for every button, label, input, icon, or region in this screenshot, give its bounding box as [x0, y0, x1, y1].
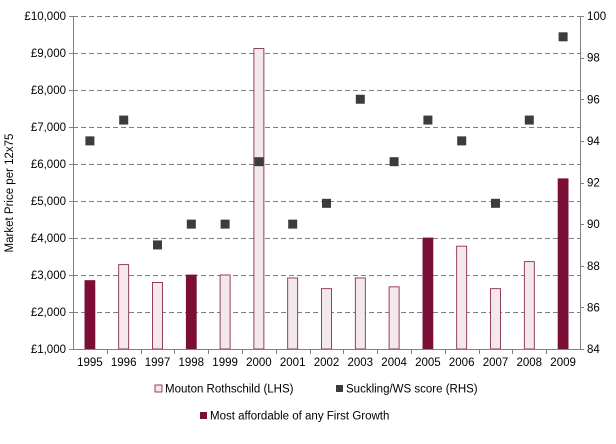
x-tick-label: 1995 — [77, 357, 103, 369]
y-left-tick-label: £4,000 — [31, 233, 66, 245]
score-marker — [186, 219, 196, 229]
price-bar — [253, 48, 265, 350]
x-tick-label: 2004 — [381, 357, 407, 369]
tick-labels: £1,000 £2,000 £3,000 £4,000 £5,000 £6,000 £7,0… — [24, 11, 606, 369]
y-left-tick-label: £1,000 — [31, 344, 66, 356]
price-bar — [321, 288, 332, 350]
y-right-tick-label: 90 — [587, 219, 600, 231]
x-tick-label: 1996 — [111, 357, 137, 369]
score-marker — [457, 136, 467, 146]
x-tick-label: 2003 — [348, 357, 374, 369]
x-tick-label: 2006 — [449, 357, 475, 369]
y-left-tick-label: £9,000 — [31, 48, 66, 60]
legend-swatch-highlight — [200, 412, 207, 419]
y-left-tick-label: £3,000 — [31, 270, 66, 282]
score-marker — [389, 157, 399, 167]
y-left-tick-label: £5,000 — [31, 196, 66, 208]
bars — [84, 48, 569, 350]
y-right-tick-label: 100 — [587, 11, 606, 23]
score-marker — [254, 157, 264, 167]
score-marker — [524, 115, 534, 125]
highlighted-bar — [84, 280, 96, 350]
x-tick-label: 1999 — [212, 357, 238, 369]
x-tick-label: 2002 — [314, 357, 340, 369]
price-bar — [152, 281, 163, 350]
score-marker — [355, 94, 365, 104]
score-marker — [220, 219, 230, 229]
highlighted-bar — [185, 274, 197, 350]
highlighted-bar — [557, 178, 569, 350]
y-right-tick-label: 94 — [587, 136, 600, 148]
y-left-tick-label: £6,000 — [31, 159, 66, 171]
legend-label-highlight: Most affordable of any First Growth — [210, 411, 389, 423]
y-right-tick-label: 96 — [587, 94, 600, 106]
price-bar — [118, 264, 130, 350]
x-tick-label: 1997 — [145, 357, 171, 369]
y-right-tick-label: 92 — [587, 178, 600, 190]
y-left-tick-label: £2,000 — [31, 307, 66, 319]
x-tick-label: 2009 — [550, 357, 576, 369]
price-bar — [388, 286, 400, 350]
y-left-tick-label: £10,000 — [24, 11, 66, 23]
price-bar — [354, 277, 366, 350]
legend-label-price: Mouton Rothschild (LHS) — [165, 384, 294, 396]
highlighted-bar — [422, 237, 434, 350]
score-marker — [119, 115, 129, 125]
price-bar — [219, 274, 231, 350]
score-marker — [288, 219, 298, 229]
y-left-tick-label: £8,000 — [31, 85, 66, 97]
price-bar — [490, 288, 501, 350]
price-bar — [523, 261, 535, 350]
axes — [69, 16, 584, 354]
y-axis-title: Market Price per 12x75 — [4, 134, 16, 253]
y-right-tick-label: 86 — [587, 302, 600, 314]
score-marker — [558, 32, 568, 42]
score-marker — [153, 240, 162, 250]
legend: Mouton Rothschild (LHS) Suckling/WS score… — [154, 384, 478, 423]
gridlines — [73, 16, 580, 313]
legend-label-score: Suckling/WS score (RHS) — [346, 384, 478, 396]
x-tick-label: 1998 — [179, 357, 205, 369]
score-markers — [85, 32, 568, 250]
score-marker — [423, 115, 433, 125]
y-right-tick-label: 84 — [587, 344, 600, 356]
price-bar — [456, 245, 468, 350]
x-tick-label: 2001 — [280, 357, 306, 369]
score-marker — [85, 136, 95, 146]
y-right-tick-label: 98 — [587, 53, 600, 65]
x-tick-label: 2000 — [246, 357, 272, 369]
y-right-tick-label: 88 — [587, 261, 600, 273]
legend-swatch-score — [336, 385, 343, 392]
x-tick-label: 2007 — [483, 357, 509, 369]
score-marker — [491, 198, 500, 208]
x-tick-label: 2008 — [517, 357, 543, 369]
x-tick-label: 2005 — [415, 357, 441, 369]
price-bar — [287, 277, 299, 350]
legend-swatch-price — [154, 384, 163, 393]
score-marker — [322, 198, 331, 208]
y-left-tick-label: £7,000 — [31, 122, 66, 134]
